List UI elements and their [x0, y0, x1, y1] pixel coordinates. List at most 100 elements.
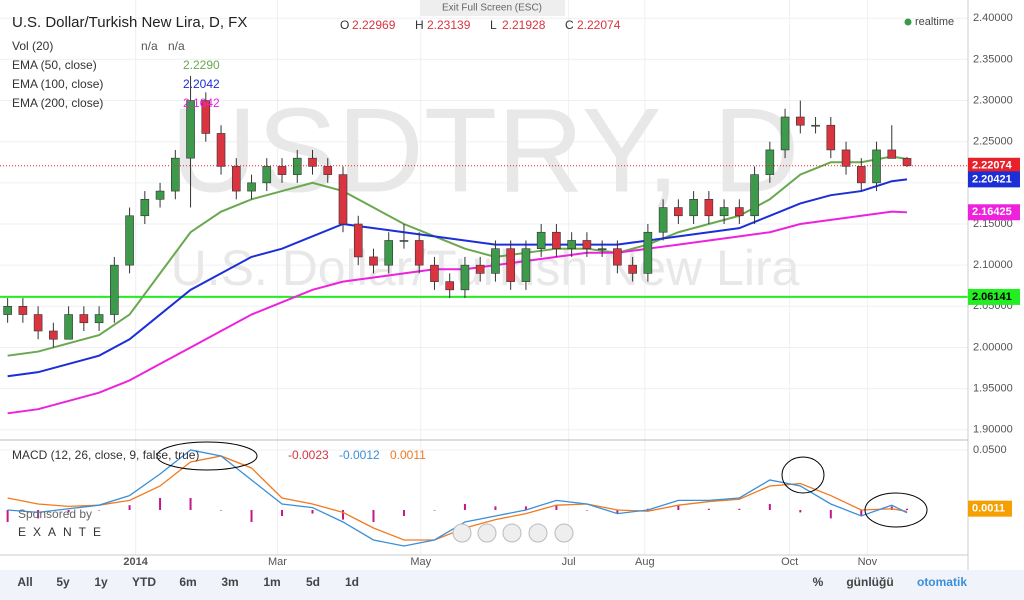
macd-tag: [968, 500, 1012, 517]
toolbar-button[interactable]: 3m: [221, 575, 238, 589]
candle-body: [735, 207, 744, 217]
candle-body: [247, 182, 256, 192]
toolbar-button[interactable]: %: [813, 575, 824, 589]
candle-body: [414, 240, 424, 266]
macd-legend-name: MACD (12, 26, close, 9, false, true): [12, 448, 199, 462]
candle-body: [536, 231, 546, 249]
candle-body: [811, 124, 820, 127]
price-tag-label: 2.20421: [972, 173, 1012, 185]
toolbar-button[interactable]: 1y: [94, 575, 108, 589]
candle-body: [201, 100, 211, 134]
macd-histogram-bar: [585, 509, 588, 511]
macd-histogram-bar: [37, 509, 40, 519]
macd-histogram-bar: [463, 503, 466, 510]
macd-histogram-bar: [860, 509, 863, 516]
x-tick-label: Oct: [781, 556, 798, 568]
y-tick-label: 2.30000: [973, 94, 1013, 106]
realtime-dot: [904, 18, 912, 26]
macd-histogram-bar: [768, 503, 771, 510]
macd-histogram-bar: [372, 509, 375, 522]
macd-histogram-bar: [555, 505, 558, 510]
candle-body: [628, 264, 637, 274]
legend-value: n/a: [168, 39, 185, 53]
candle-body: [64, 314, 73, 340]
candle-body: [110, 264, 119, 315]
candle-body: [399, 240, 409, 242]
toolbar-button[interactable]: All: [17, 575, 32, 589]
toolbar: [0, 570, 1024, 600]
toolbar-button[interactable]: 5y: [56, 575, 70, 589]
ohlc-key: O: [340, 18, 349, 32]
candle-body: [521, 248, 531, 282]
candle-body: [18, 306, 28, 315]
x-tick-label: Nov: [858, 556, 878, 568]
candle-body: [613, 248, 622, 266]
candle-body: [49, 330, 58, 340]
toolbar-button[interactable]: 1m: [263, 575, 280, 589]
macd-histogram-bar: [402, 509, 405, 516]
candle-body: [308, 157, 317, 167]
price-tag: [968, 171, 1020, 188]
exit-fullscreen-label[interactable]: Exit Full Screen (ESC): [442, 3, 542, 14]
toolbar-button[interactable]: otomatik: [917, 575, 967, 589]
nav-buttons[interactable]: [452, 523, 574, 543]
candle-body: [552, 231, 561, 249]
candle-body: [887, 149, 897, 159]
candle-body: [796, 116, 805, 126]
macd-histogram-bar: [906, 508, 909, 510]
candle-body: [445, 281, 455, 291]
y-tick-label: 1.95000: [973, 383, 1013, 395]
candle-body: [231, 166, 241, 192]
button-reset[interactable]: [502, 523, 522, 543]
candle-body: [597, 248, 607, 250]
watermark-symbol: USDTRY, D: [170, 84, 799, 218]
button-zoom-out[interactable]: [477, 523, 497, 543]
candle-body: [338, 174, 348, 225]
y-tick-label: 2.15000: [973, 218, 1013, 230]
macd-histogram-bar: [220, 509, 223, 511]
toolbar-button[interactable]: 1d: [345, 575, 359, 589]
macd-legend-value: -0.0023: [288, 448, 329, 462]
annotation-ellipse: [156, 441, 258, 471]
candle-body: [491, 248, 500, 274]
button-right[interactable]: [554, 523, 574, 543]
macd-histogram-bar: [524, 506, 527, 510]
toolbar-button[interactable]: 5d: [306, 575, 320, 589]
macd-histogram-bar: [281, 509, 284, 516]
y2-tick-label: 0.0500: [973, 444, 1007, 456]
candle-body: [171, 157, 180, 192]
toolbar-button[interactable]: günlüğü: [846, 575, 893, 589]
legend-value: 2.2290: [183, 58, 220, 72]
candle-body: [155, 190, 165, 200]
button-left[interactable]: [452, 523, 472, 543]
candle-body: [384, 240, 394, 266]
x-tick-label: Mar: [268, 556, 287, 568]
x-tick-label: Aug: [635, 556, 655, 568]
macd-histogram-bar: [677, 505, 680, 510]
macd-line: [7, 449, 908, 547]
ohlc-value: 2.22074: [577, 18, 621, 32]
price-tag-label: 2.06141: [972, 291, 1012, 303]
button-zoom-in[interactable]: [528, 523, 548, 543]
candle-body: [369, 256, 378, 266]
toolbar-button[interactable]: 6m: [179, 575, 196, 589]
annotation-ellipse: [781, 456, 825, 494]
legend-name: Vol (20): [12, 39, 53, 53]
legend-value: 2.1642: [183, 96, 220, 110]
candle-body: [704, 199, 714, 217]
grid: [0, 0, 968, 555]
candle-body: [475, 264, 485, 274]
legend-name: EMA (50, close): [12, 58, 97, 72]
macd-histogram-bar: [189, 497, 192, 510]
candle-body: [33, 314, 43, 332]
exit-fullscreen[interactable]: [420, 0, 565, 16]
macd-histogram-bar: [250, 509, 253, 522]
macd-histogram-bar: [128, 505, 131, 510]
toolbar-button[interactable]: YTD: [132, 575, 156, 589]
ohlc-key: C: [565, 18, 574, 32]
macd-histogram-bar: [6, 509, 9, 522]
macd-histogram-bar: [311, 509, 314, 514]
candle-body: [643, 231, 653, 274]
y-tick-label: 1.90000: [973, 424, 1013, 436]
